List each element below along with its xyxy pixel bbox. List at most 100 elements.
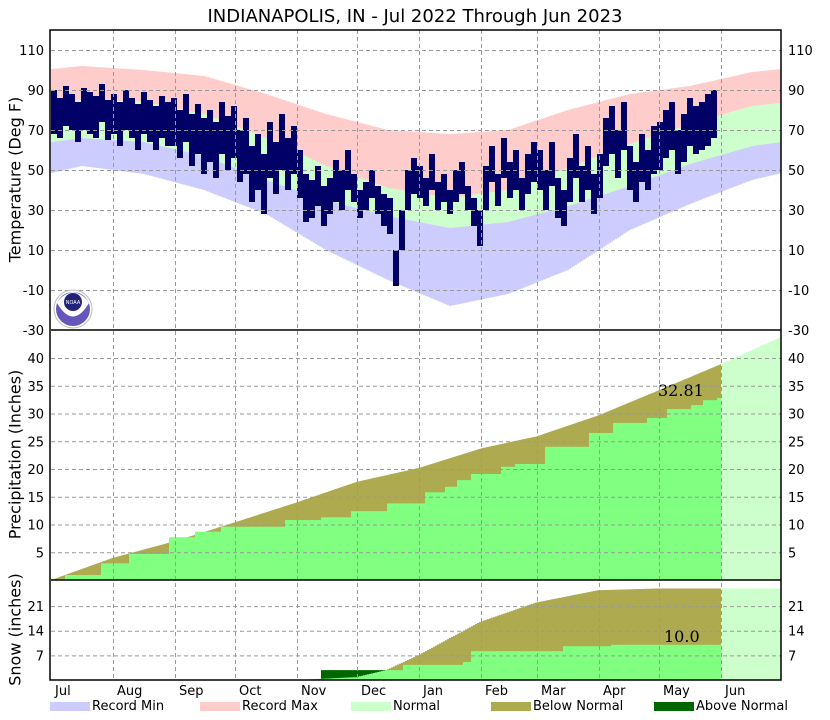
snow-normal-bar: [457, 633, 460, 680]
observed-snow-bar: [389, 670, 392, 680]
normal-range-bar: [489, 192, 491, 224]
record-max-bar: [109, 67, 111, 101]
record-min-bar: [111, 139, 113, 170]
observed-snow-bar: [495, 651, 498, 680]
observed-temp-bar: [621, 102, 627, 150]
record-max-bar: [569, 109, 571, 168]
record-min-bar: [199, 155, 201, 189]
observed-snow-bar: [677, 644, 680, 680]
observed-snow-bar: [481, 651, 484, 680]
observed-precip-bar: [347, 517, 350, 580]
observed-snow-bar: [437, 664, 440, 680]
record-min-bar: [369, 211, 371, 272]
record-max-bar: [401, 130, 403, 191]
snow-panel: [297, 588, 782, 680]
normal-range-bar: [493, 191, 495, 224]
observed-snow-bar: [609, 646, 612, 680]
record-max-bar: [343, 118, 345, 173]
record-min-bar: [187, 152, 189, 186]
record-min-bar: [579, 202, 581, 263]
record-max-bar: [101, 67, 103, 101]
normal-range-bar: [413, 192, 415, 222]
observed-precip-bar: [317, 520, 320, 580]
record-min-bar: [239, 169, 241, 204]
record-max-bar: [105, 67, 107, 101]
observed-precip-bar: [463, 480, 466, 580]
record-max-bar: [313, 110, 315, 161]
observed-snow-bar: [667, 644, 670, 680]
record-max-bar: [737, 75, 739, 111]
observed-precip-bar: [327, 517, 330, 580]
snow-normal-future-bar: [747, 588, 750, 680]
record-min-bar: [229, 166, 231, 201]
record-min-bar: [671, 170, 673, 212]
observed-snow-bar: [589, 646, 592, 680]
observed-precip-bar: [417, 503, 420, 580]
record-min-bar: [773, 143, 775, 175]
observed-precip-bar: [563, 446, 566, 580]
observed-precip-bar: [421, 503, 424, 580]
record-min-bar: [85, 138, 87, 167]
observed-precip-bar: [457, 480, 460, 580]
record-min-bar: [705, 159, 707, 198]
observed-precip-bar: [329, 517, 332, 580]
normal-range-bar: [495, 191, 497, 224]
observed-snow-bar: [391, 670, 394, 680]
record-max-bar: [347, 119, 349, 174]
temp-tick-label-left: -10: [23, 284, 44, 299]
observed-precip-bar: [65, 575, 68, 580]
observed-precip-bar: [349, 517, 352, 580]
record-max-bar: [141, 69, 143, 102]
observed-temp-bar: [471, 198, 477, 226]
observed-snow-bar: [393, 670, 396, 680]
record-max-bar: [215, 79, 217, 119]
record-min-bar: [547, 211, 549, 278]
observed-snow-bar: [497, 651, 500, 680]
observed-precip-bar: [659, 417, 662, 580]
snow-above-normal-bar: [379, 670, 382, 672]
record-min-bar: [423, 222, 425, 296]
observed-snow-bar: [687, 644, 690, 680]
observed-temp-bar: [639, 134, 645, 182]
observed-snow-bar: [493, 651, 496, 680]
observed-precip-bar: [243, 526, 246, 580]
record-max-bar: [337, 117, 339, 171]
record-max-bar: [369, 125, 371, 182]
record-max-bar: [299, 105, 301, 154]
observed-precip-bar: [573, 446, 576, 580]
observed-precip-bar: [599, 432, 602, 580]
observed-precip-bar: [627, 422, 630, 580]
observed-snow-bar: [417, 664, 420, 680]
record-min-bar: [687, 164, 689, 205]
observed-temp-bar: [429, 154, 435, 190]
observed-snow-bar: [403, 664, 406, 680]
record-max-bar: [87, 66, 89, 101]
record-min-bar: [73, 139, 75, 168]
observed-precip-bar: [593, 432, 596, 580]
record-min-bar: [763, 144, 765, 178]
record-min-bar: [157, 145, 159, 178]
record-max-bar: [771, 70, 773, 104]
normal-range-bar: [403, 190, 405, 220]
record-min-bar: [723, 154, 725, 191]
observed-temp-bar: [597, 154, 603, 198]
observed-precip-bar: [495, 473, 498, 580]
snow-normal-bar: [523, 606, 526, 680]
observed-temp-bar: [507, 162, 513, 198]
record-max-bar: [417, 131, 419, 193]
record-min-bar: [335, 202, 337, 255]
record-min-bar: [109, 139, 111, 170]
record-min-bar: [513, 220, 515, 292]
record-max-bar: [399, 130, 401, 190]
observed-precip-bar: [561, 446, 564, 580]
record-min-bar: [281, 185, 283, 224]
record-max-bar: [743, 73, 745, 109]
observed-snow-bar: [501, 651, 504, 680]
observed-precip-bar: [407, 503, 410, 580]
normal-range-bar: [733, 111, 735, 152]
record-max-bar: [595, 102, 597, 158]
observed-precip-bar: [717, 397, 720, 580]
observed-precip-bar: [109, 563, 112, 580]
snow-above-normal-bar: [351, 670, 354, 678]
record-max-bar: [475, 132, 477, 195]
